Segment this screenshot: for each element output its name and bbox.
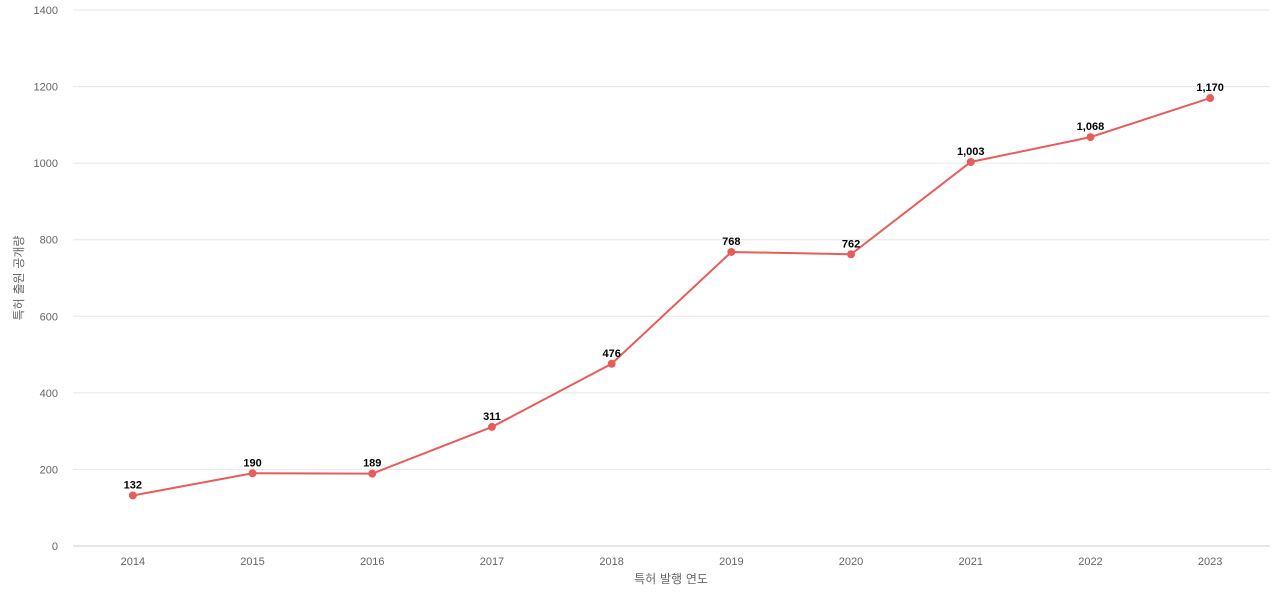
- data-label: 768: [722, 236, 740, 248]
- y-tick-label: 600: [40, 311, 58, 323]
- series-line: [132, 97, 1211, 497]
- y-axis-ticks: 0 200 400 600 800 1000 1200 1400: [34, 5, 58, 553]
- x-axis-ticks: 2014 2015 2016 2017 2018 2019 2020 2021 2022 2023: [121, 556, 1223, 568]
- data-point[interactable]: [248, 469, 257, 478]
- data-points: [128, 94, 1215, 500]
- data-point[interactable]: [1206, 94, 1215, 103]
- y-tick-label: 1200: [34, 82, 58, 94]
- x-tick-label: 2014: [121, 556, 145, 568]
- y-tick-label: 0: [52, 541, 58, 553]
- y-tick-label: 1000: [34, 158, 58, 170]
- y-tick-label: 400: [40, 388, 58, 400]
- grid-lines: [73, 9, 1270, 547]
- y-axis-title: 특허 출원 공개량: [12, 236, 26, 321]
- x-tick-label: 2020: [839, 556, 863, 568]
- data-point[interactable]: [607, 359, 616, 368]
- x-tick-label: 2017: [480, 556, 504, 568]
- data-labels: 132 190 189 311 476 768 762 1,003 1,068 1,170: [124, 82, 1224, 491]
- data-label: 190: [243, 457, 261, 469]
- data-label: 476: [602, 348, 620, 360]
- data-point[interactable]: [128, 491, 137, 500]
- data-point[interactable]: [1086, 133, 1095, 142]
- y-tick-label: 800: [40, 235, 58, 247]
- data-label: 311: [483, 411, 501, 423]
- x-tick-label: 2023: [1198, 556, 1222, 568]
- data-point[interactable]: [487, 422, 496, 431]
- data-point[interactable]: [847, 250, 856, 259]
- x-tick-label: 2021: [959, 556, 983, 568]
- data-label: 1,003: [957, 146, 985, 158]
- y-tick-label: 200: [40, 464, 58, 476]
- x-tick-label: 2015: [240, 556, 264, 568]
- data-label: 132: [124, 479, 142, 491]
- data-label: 1,170: [1196, 82, 1224, 94]
- x-tick-label: 2016: [360, 556, 384, 568]
- x-tick-label: 2018: [599, 556, 623, 568]
- data-label: 189: [363, 458, 381, 470]
- data-label: 762: [842, 238, 860, 250]
- data-point[interactable]: [368, 469, 377, 478]
- series-line-group: [132, 97, 1211, 497]
- y-tick-label: 1400: [34, 5, 58, 17]
- x-tick-label: 2019: [719, 556, 743, 568]
- data-label: 1,068: [1077, 121, 1105, 133]
- data-point[interactable]: [966, 157, 975, 166]
- x-tick-label: 2022: [1078, 556, 1102, 568]
- x-axis-title: 특허 발행 연도: [634, 571, 708, 586]
- data-point[interactable]: [727, 247, 736, 256]
